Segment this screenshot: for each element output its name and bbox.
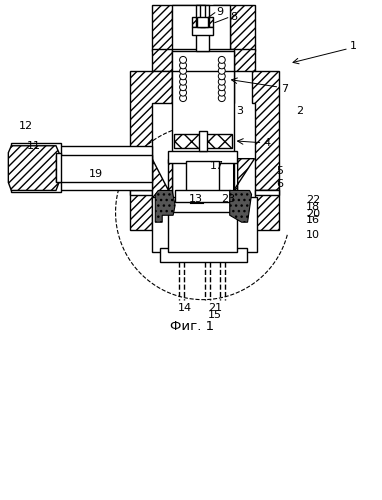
- Bar: [174, 134, 201, 147]
- Bar: [16, 150, 56, 186]
- Bar: [130, 190, 152, 196]
- Text: 16: 16: [306, 215, 320, 225]
- Text: 10: 10: [306, 230, 320, 240]
- Bar: [172, 72, 234, 200]
- Bar: [11, 143, 61, 192]
- Text: 9: 9: [216, 6, 223, 16]
- Circle shape: [180, 68, 186, 74]
- Circle shape: [180, 73, 186, 80]
- Text: 11: 11: [27, 141, 41, 151]
- Bar: [199, 131, 207, 150]
- Polygon shape: [230, 190, 252, 222]
- Text: 12: 12: [19, 121, 33, 131]
- Polygon shape: [252, 72, 279, 190]
- Polygon shape: [152, 158, 172, 202]
- Text: 4: 4: [264, 138, 271, 148]
- Bar: [192, 26, 213, 34]
- Polygon shape: [130, 72, 172, 190]
- Bar: [175, 190, 230, 202]
- Circle shape: [180, 62, 186, 69]
- Circle shape: [218, 94, 225, 102]
- Polygon shape: [152, 5, 200, 52]
- Bar: [172, 5, 230, 52]
- Text: 21: 21: [208, 302, 222, 312]
- Bar: [160, 248, 247, 262]
- Bar: [56, 152, 61, 182]
- Polygon shape: [254, 190, 279, 230]
- Circle shape: [218, 56, 225, 64]
- Text: 2: 2: [296, 106, 303, 116]
- Text: 13: 13: [189, 194, 203, 204]
- Polygon shape: [8, 146, 59, 190]
- Bar: [172, 50, 234, 72]
- Text: 1: 1: [350, 42, 357, 51]
- Circle shape: [180, 56, 186, 64]
- Circle shape: [218, 68, 225, 74]
- Text: 3: 3: [236, 106, 243, 116]
- Bar: [152, 198, 257, 252]
- Bar: [152, 50, 254, 72]
- Polygon shape: [234, 158, 254, 202]
- Text: 20: 20: [306, 210, 320, 220]
- Circle shape: [218, 73, 225, 80]
- Bar: [205, 134, 232, 147]
- Text: 6: 6: [276, 180, 283, 190]
- Bar: [168, 212, 237, 252]
- Text: 5: 5: [276, 166, 283, 175]
- Text: 7: 7: [281, 84, 288, 94]
- Text: 19: 19: [89, 168, 103, 178]
- Text: 15: 15: [208, 310, 222, 320]
- Bar: [172, 52, 234, 103]
- Polygon shape: [213, 5, 254, 52]
- Polygon shape: [130, 190, 152, 230]
- Circle shape: [218, 89, 225, 96]
- Bar: [186, 160, 219, 196]
- Circle shape: [180, 78, 186, 85]
- Bar: [197, 16, 208, 26]
- Circle shape: [180, 84, 186, 90]
- Bar: [254, 190, 279, 196]
- Text: 23: 23: [221, 194, 235, 204]
- Circle shape: [218, 84, 225, 90]
- Circle shape: [180, 94, 186, 102]
- Bar: [56, 146, 152, 190]
- Circle shape: [218, 62, 225, 69]
- Polygon shape: [155, 190, 175, 222]
- Bar: [168, 150, 237, 162]
- Circle shape: [180, 89, 186, 96]
- Text: 14: 14: [178, 302, 192, 312]
- Bar: [196, 5, 209, 52]
- Bar: [23, 154, 49, 180]
- Bar: [56, 154, 152, 182]
- Text: Фиг. 1: Фиг. 1: [170, 320, 214, 333]
- Text: 17: 17: [210, 160, 224, 170]
- Text: 8: 8: [230, 12, 237, 22]
- Text: 22: 22: [306, 196, 320, 205]
- Text: 18: 18: [306, 202, 320, 212]
- Bar: [200, 5, 205, 26]
- Circle shape: [218, 78, 225, 85]
- Bar: [192, 16, 213, 26]
